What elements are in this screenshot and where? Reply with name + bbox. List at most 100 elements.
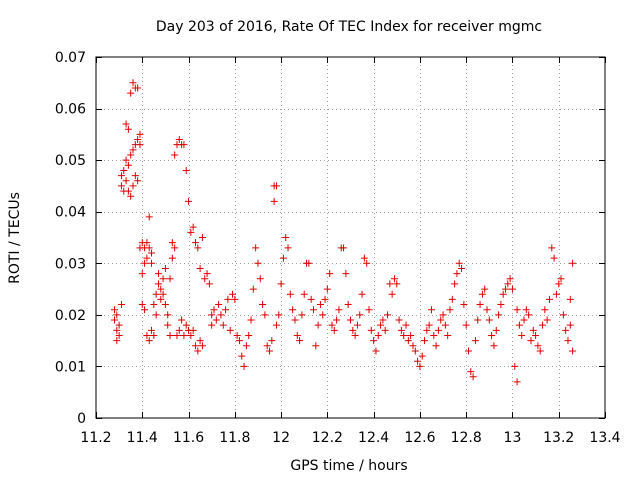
data-point	[291, 316, 299, 324]
data-point	[430, 331, 438, 339]
data-point	[314, 321, 322, 329]
data-point	[520, 316, 528, 324]
data-point	[545, 295, 553, 303]
data-point	[284, 244, 292, 252]
data-point	[434, 326, 442, 334]
x-tick-label: 12.8	[451, 430, 482, 446]
data-point	[208, 321, 216, 329]
data-point	[481, 285, 489, 293]
data-point	[340, 244, 348, 252]
data-point	[187, 228, 195, 236]
data-point	[404, 337, 412, 345]
data-point	[444, 331, 452, 339]
data-point	[111, 316, 119, 324]
x-tick-label: 12.4	[358, 430, 389, 446]
data-point	[261, 311, 269, 319]
data-point	[416, 362, 424, 370]
data-point	[175, 136, 183, 144]
data-point	[541, 306, 549, 314]
x-axis-title: GPS time / hours	[290, 458, 407, 474]
data-point	[127, 89, 135, 97]
y-axis-title: ROTI / TECUs	[7, 192, 23, 284]
data-point	[455, 259, 463, 267]
data-point	[402, 321, 410, 329]
data-point	[423, 326, 431, 334]
chart-title: Day 203 of 2016, Rate Of TEC Index for r…	[156, 19, 542, 35]
data-point	[240, 362, 248, 370]
data-point	[508, 285, 516, 293]
data-point	[356, 311, 364, 319]
data-point	[372, 347, 380, 355]
data-point	[272, 321, 280, 329]
data-point	[194, 347, 202, 355]
data-point	[113, 337, 121, 345]
data-point	[298, 311, 306, 319]
data-point	[279, 254, 287, 262]
data-point	[536, 347, 544, 355]
data-point	[495, 311, 503, 319]
y-tick-label: 0.05	[55, 153, 86, 169]
data-point	[397, 326, 405, 334]
data-point	[478, 290, 486, 298]
data-point	[367, 326, 375, 334]
data-point	[335, 306, 343, 314]
data-point	[483, 306, 491, 314]
data-point	[266, 347, 274, 355]
data-point	[562, 326, 570, 334]
data-point	[527, 337, 535, 345]
data-point	[198, 342, 206, 350]
data-point	[458, 264, 466, 272]
data-point	[474, 316, 482, 324]
data-point	[446, 306, 454, 314]
data-point	[365, 306, 373, 314]
data-point	[191, 342, 199, 350]
data-point	[566, 321, 574, 329]
data-point	[504, 280, 512, 288]
data-point	[196, 337, 204, 345]
data-point	[432, 342, 440, 350]
data-point	[469, 373, 477, 381]
data-point	[159, 290, 167, 298]
data-point	[300, 290, 308, 298]
y-tick-label: 0.03	[55, 256, 86, 272]
data-point	[194, 244, 202, 252]
data-point	[518, 331, 526, 339]
x-tick-label: 13	[504, 430, 522, 446]
data-point	[171, 151, 179, 159]
data-point	[229, 290, 237, 298]
data-point	[145, 213, 153, 221]
y-tick-label: 0.01	[55, 359, 86, 375]
data-point	[242, 342, 250, 350]
data-point	[129, 146, 137, 154]
data-point	[222, 306, 230, 314]
data-point	[550, 254, 558, 262]
data-point	[252, 244, 260, 252]
data-point	[173, 331, 181, 339]
y-tick-label: 0.04	[55, 205, 86, 221]
data-point	[117, 172, 125, 180]
data-point	[492, 326, 500, 334]
data-point	[124, 161, 132, 169]
x-tick-label: 12.2	[312, 430, 343, 446]
data-point	[286, 290, 294, 298]
y-tick-label: 0	[77, 411, 86, 427]
data-point	[205, 280, 213, 288]
data-point	[407, 331, 415, 339]
data-point	[552, 290, 560, 298]
data-point	[462, 321, 470, 329]
data-point	[189, 326, 197, 334]
data-point	[134, 177, 142, 185]
data-point	[217, 311, 225, 319]
data-point	[522, 306, 530, 314]
data-point	[161, 301, 169, 309]
data-point	[490, 342, 498, 350]
data-point	[425, 321, 433, 329]
data-point	[152, 290, 160, 298]
data-point	[393, 280, 401, 288]
data-point	[141, 306, 149, 314]
data-point	[122, 177, 130, 185]
data-point	[180, 141, 188, 149]
data-point	[441, 321, 449, 329]
